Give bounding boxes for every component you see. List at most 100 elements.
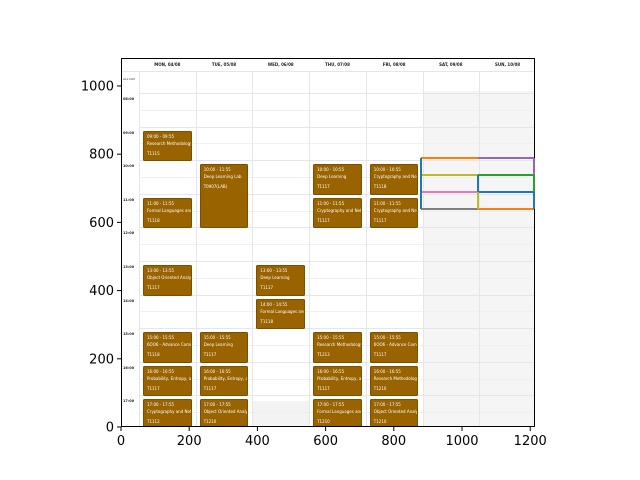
calendar-event[interactable]: 10:00 - 10:55 Cryptography and Netw T1118 [369, 164, 419, 195]
half-hour-gridline [139, 311, 534, 313]
day-gridline [479, 71, 481, 426]
x-tick-label: 800 [381, 434, 406, 449]
event-title: Research Methodology [317, 342, 362, 348]
event-title: Formal Languages and [260, 308, 306, 314]
calendar-event[interactable]: 10:00 - 10:55 Deep Learning T1117 [313, 164, 362, 195]
calendar-event[interactable]: 15:00 - 15:55 6OO6 - Advance Comi T1118 [143, 332, 192, 363]
day-header: THU, 07/08 [325, 62, 350, 67]
hour-gridline [139, 261, 534, 262]
event-room: T1118 [147, 217, 160, 223]
hour-gridline [139, 160, 534, 162]
calendar-event[interactable]: 10:00 - 11:55 Deep Learning Lab T0907(LAB) [199, 164, 249, 229]
hour-label: 14:00 [123, 298, 135, 303]
day-header: MON, 04/08 [154, 62, 181, 67]
event-title: Probability, Entropy, an [317, 375, 362, 381]
event-title: Object Oriented Analys [203, 409, 249, 415]
overlay-rectangles [420, 157, 535, 210]
day-gridline [365, 71, 367, 426]
x-tick-label: 600 [313, 434, 338, 449]
day-header: WED, 06/08 [267, 62, 294, 67]
hour-label: 12:00 [123, 231, 135, 236]
event-title: Object Oriented Analys [147, 275, 192, 280]
calendar-event[interactable]: 11:00 - 11:55 Cryptography and Netw T1117 [369, 197, 419, 229]
event-time: 10:00 - 11:55 [203, 167, 231, 173]
day-header: SAT, 09/08 [439, 62, 463, 67]
calendar-event[interactable]: 15:00 - 15:55 6OO6 - Advance Comi T1117 [369, 332, 419, 363]
event-title: Cryptography and Netw [147, 409, 192, 415]
half-hour-gridline [139, 143, 534, 145]
y-tick-label: 800 [89, 148, 114, 163]
event-room: T1117 [317, 217, 330, 223]
event-time: 15:00 - 15:55 [147, 335, 175, 341]
afternoon-shade [252, 401, 310, 426]
event-room: T1210 [317, 419, 330, 425]
calendar-event[interactable]: 15:00 - 15:55 Deep Learning T1117 [199, 332, 249, 363]
event-title: Deep Learning Lab [203, 174, 242, 180]
day-header: FRI, 08/08 [382, 62, 406, 67]
day-gridline [195, 71, 197, 426]
event-title: Probability, Entropy, an [203, 375, 249, 381]
x-tick-label: 1000 [445, 434, 478, 449]
event-room: T1210 [373, 419, 387, 425]
event-time: 16:00 - 16:55 [317, 368, 345, 374]
event-title: 6OO6 - Advance Comi [373, 342, 418, 348]
calendar-event[interactable]: 17:00 - 17:55 Object Oriented Analys T1210 [369, 399, 419, 426]
calendar-event[interactable]: 13:00 - 13:55 Object Oriented Analys T1117 [143, 265, 192, 296]
event-time: 10:00 - 10:55 [373, 167, 401, 173]
half-hour-gridline [139, 109, 534, 111]
hour-label: 10:00 [123, 164, 135, 169]
calendar-event[interactable]: 11:00 - 11:55 Cryptography and Netw T1117 [313, 197, 362, 229]
calendar-event[interactable]: 16:00 - 16:55 Probability, Entropy, an T11… [199, 365, 249, 397]
day-gridline [139, 71, 140, 426]
event-room: T1117 [147, 285, 160, 290]
calendar-event[interactable]: 16:00 - 16:55 Research Methodology T1210 [369, 365, 419, 397]
event-time: 11:00 - 11:55 [317, 200, 345, 206]
event-time: 11:00 - 11:55 [147, 200, 175, 206]
event-time: 17:00 - 17:55 [203, 402, 231, 408]
event-title: Deep Learning [260, 275, 290, 280]
hour-gridline [139, 93, 534, 94]
event-title: 6OO6 - Advance Comi [147, 342, 192, 348]
event-time: 15:00 - 15:55 [203, 335, 231, 341]
calendar-event[interactable]: 09:00 - 09:55 Research Methodology T1115 [143, 130, 192, 162]
event-title: Probability, Entropy, an [147, 375, 192, 381]
calendar-event[interactable]: 13:00 - 13:55 Deep Learning T1117 [256, 265, 306, 296]
event-time: 14:00 - 14:55 [260, 301, 288, 307]
event-room: T1118 [147, 352, 160, 358]
event-time: 13:00 - 13:55 [147, 268, 175, 273]
event-room: T1115 [147, 150, 160, 156]
all-day-label: ALL DAY [123, 77, 136, 81]
day-header: TUE, 05/08 [211, 62, 237, 67]
event-time: 16:00 - 16:55 [373, 368, 401, 374]
calendar-event[interactable]: 17:00 - 17:55 Object Oriented Analys T1210 [199, 399, 249, 426]
header-divider [122, 71, 534, 72]
calendar-event[interactable]: 16:00 - 16:55 Probability, Entropy, an T11… [143, 365, 192, 397]
event-time: 17:00 - 17:55 [373, 402, 401, 408]
event-room: T1213 [317, 352, 330, 358]
event-time: 16:00 - 16:55 [203, 368, 231, 374]
x-tick-label: 400 [245, 434, 270, 449]
calendar-event[interactable]: 11:00 - 11:55 Formal Languages and T1118 [143, 197, 192, 229]
calendar-event[interactable]: 15:00 - 15:55 Research Methodology T1213 [313, 332, 362, 363]
event-time: 17:00 - 17:55 [317, 402, 345, 408]
event-room: T1117 [147, 385, 160, 391]
event-title: Cryptography and Netw [317, 207, 362, 213]
event-time: 09:00 - 09:55 [147, 133, 175, 139]
event-time: 10:00 - 10:55 [317, 167, 345, 173]
event-title: Formal Languages and [317, 409, 362, 415]
x-axis: 0 200 400 600 800 1000 1200 [117, 427, 547, 449]
day-gridline [309, 71, 311, 426]
calendar-event[interactable]: 17:00 - 17:55 Cryptography and Netw T1112 [143, 399, 192, 426]
event-room: T1117 [203, 385, 217, 391]
calendar-event[interactable]: 16:00 - 16:55 Probability, Entropy, an T11… [313, 365, 362, 397]
calendar-event[interactable]: 17:00 - 17:55 Formal Languages and T1210 [313, 399, 362, 426]
y-tick-label: 600 [89, 216, 114, 231]
event-room: T1117 [317, 385, 330, 391]
event-time: 17:00 - 17:55 [147, 402, 175, 408]
event-title: Research Methodology [373, 375, 419, 381]
event-title: Formal Languages and [147, 207, 192, 213]
event-title: Cryptography and Netw [373, 207, 419, 213]
event-room: T1117 [260, 285, 274, 290]
calendar-event[interactable]: 14:00 - 14:55 Formal Languages and T1118 [256, 298, 306, 330]
event-room: T1117 [317, 184, 330, 190]
